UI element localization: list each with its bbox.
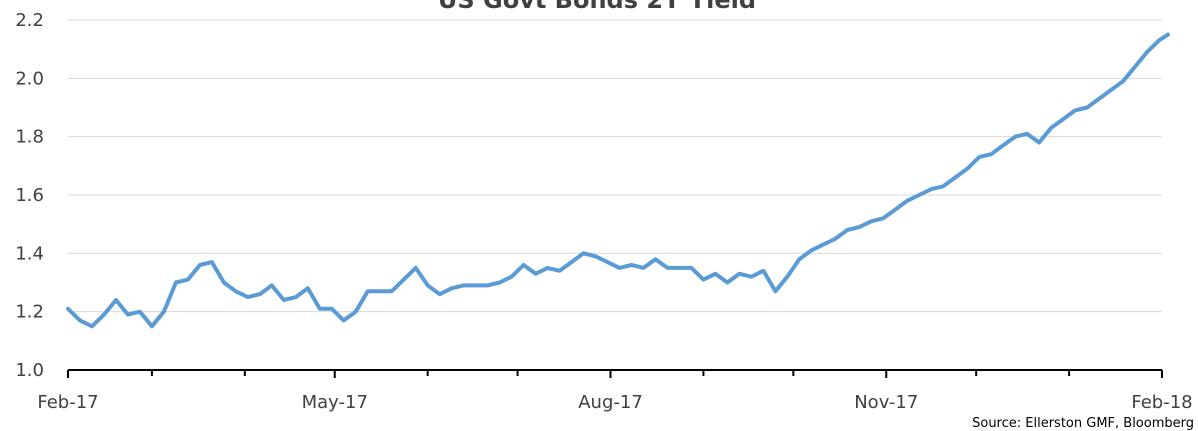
gridlines [68,19,1162,313]
y-tick-label: 1.0 [15,360,44,381]
x-tick-label: Feb-17 [37,392,98,413]
y-tick-label: 1.8 [15,127,44,148]
y-axis-ticks: 1.0 1.2 1.4 1.6 1.8 2.0 2.2 [15,10,44,381]
series-layer [66,32,1170,329]
y-tick-label: 2.0 [15,68,44,89]
x-tick-label: Feb-18 [1131,392,1192,413]
x-tick-label: Aug-17 [578,392,643,413]
y-tick-label: 1.2 [15,302,44,323]
chart-title: US Govt Bonds 2Y Yield [438,0,756,14]
series-line [66,32,1170,329]
x-tick-label: Nov-17 [854,392,918,413]
x-axis: Feb-17 May-17 Aug-17 Nov-17 Feb-18 [37,369,1193,413]
y-tick-label: 2.2 [15,10,44,31]
y-tick-label: 1.6 [15,185,44,206]
y-tick-label: 1.4 [15,243,44,264]
source-note: Source: Ellerston GMF, Bloomberg [972,416,1194,431]
x-tick-label: May-17 [302,392,368,413]
